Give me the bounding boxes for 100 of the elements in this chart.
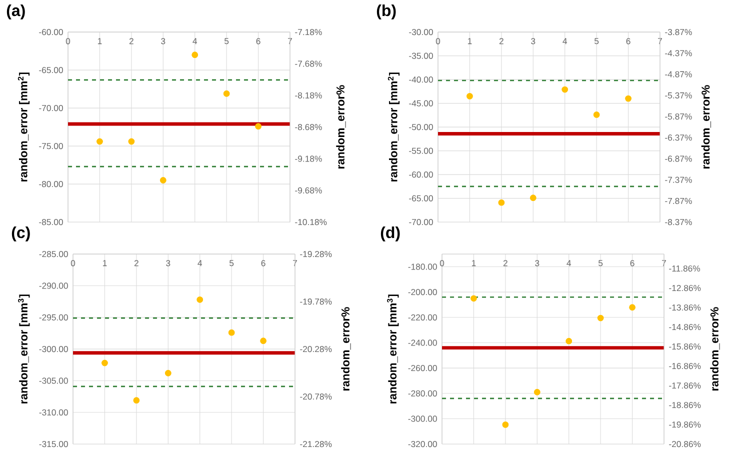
y-axis-title: random_error [mm$^{2}$] <box>18 72 30 182</box>
y2-tick-label: -8.68% <box>295 124 322 130</box>
y2-tick-label: -9.68% <box>295 187 322 194</box>
y-axis-title: random_error [mm$^{3}$] <box>387 294 399 404</box>
y-tick-label: -285.00 <box>39 250 68 258</box>
y2-tick-label: -20.28% <box>300 346 332 352</box>
x-tick-label: 7 <box>293 260 297 266</box>
point <box>530 194 536 202</box>
point <box>470 295 477 302</box>
x-tick-label: 1 <box>102 260 107 266</box>
y-tick-label: -180.00 <box>408 264 437 270</box>
x-tick-label: 6 <box>261 260 266 266</box>
y2-tick-label: -9.18% <box>295 156 322 162</box>
point <box>562 86 568 93</box>
x-tick-label: 2 <box>503 260 508 266</box>
y-tick-label: -45.00 <box>409 100 433 106</box>
y-tick-label: -35.00 <box>409 52 433 59</box>
point <box>260 338 266 344</box>
y-tick-label: -240.00 <box>408 340 437 346</box>
y-tick-label: -300.00 <box>39 346 68 352</box>
y2-tick-label: -18.86% <box>669 402 701 408</box>
y-tick-label: -30.00 <box>409 28 433 36</box>
point <box>498 199 505 206</box>
point <box>128 138 135 145</box>
y-tick-label: -80.00 <box>39 180 63 188</box>
x-tick-label: 4 <box>198 260 202 266</box>
y-tick-label: -50.00 <box>409 124 433 130</box>
y2-tick-label: -8.18% <box>295 92 322 98</box>
y-tick-label: -260.00 <box>408 364 437 372</box>
x-tick-label: 5 <box>598 260 603 266</box>
point <box>133 397 140 404</box>
y2-tick-label: -14.86% <box>669 324 701 330</box>
x-tick-label: 1 <box>98 38 102 44</box>
y2-tick-label: -20.78% <box>300 393 332 400</box>
x-tick-label: 7 <box>288 38 292 44</box>
x-tick-label: 2 <box>499 38 504 44</box>
chart-title: (c) <box>12 226 30 242</box>
y-tick-label: -315.00 <box>39 440 68 448</box>
y2-tick-label: -19.86% <box>669 421 701 428</box>
point <box>223 90 230 97</box>
y-tick-label: -75.00 <box>39 142 63 150</box>
x-tick-label: 6 <box>256 38 260 44</box>
y-tick-label: -300.00 <box>408 416 437 422</box>
y-axis-title: random_error [mm$^{2}$] <box>388 72 400 182</box>
y-tick-label: -295.00 <box>39 314 68 320</box>
y-tick-label: -220.00 <box>408 314 437 320</box>
y-tick-label: -65.00 <box>39 66 63 74</box>
chart-title: (b) <box>376 4 396 20</box>
point <box>96 138 103 145</box>
y2-tick-label: -8.37% <box>665 218 692 226</box>
point <box>466 92 473 100</box>
y-tick-label: -320.00 <box>408 440 437 448</box>
y2-tick-label: -17.86% <box>669 382 701 389</box>
x-tick-label: 0 <box>66 38 70 44</box>
point <box>228 329 235 336</box>
y2-tick-label: -5.37% <box>665 92 692 98</box>
y2-tick-label: -19.28% <box>300 250 332 258</box>
y2-tick-label: -13.86% <box>669 304 701 311</box>
y-tick-label: -60.00 <box>409 171 433 178</box>
y2-tick-label: -4.87% <box>665 71 692 78</box>
y2-tick-label: -7.18% <box>295 28 322 36</box>
y2-tick-label: -5.87% <box>665 113 692 120</box>
x-tick-label: 4 <box>562 38 568 44</box>
x-tick-label: 7 <box>658 38 662 44</box>
y2-tick-label: -3.87% <box>665 28 692 36</box>
y-tick-label: -305.00 <box>39 378 68 384</box>
point <box>534 388 540 396</box>
y-tick-label: -70.00 <box>39 104 63 112</box>
x-tick-label: 3 <box>161 38 166 44</box>
y2-tick-label: -15.86% <box>669 343 701 350</box>
y-tick-label: -200.00 <box>408 288 437 296</box>
y-tick-label: -40.00 <box>409 76 433 83</box>
point <box>566 338 572 344</box>
chart-title: (a) <box>6 4 25 20</box>
point <box>102 360 108 366</box>
point <box>502 421 509 428</box>
y-axis-title: random_error [mm$^{3}$] <box>18 294 30 404</box>
point <box>255 123 262 130</box>
x-tick-label: 3 <box>166 260 170 266</box>
y2-tick-label: -19.78% <box>300 298 332 305</box>
point <box>625 95 632 102</box>
y2-tick-label: -7.68% <box>295 60 322 67</box>
y-tick-label: -290.00 <box>39 282 68 289</box>
y2-tick-label: -11.86% <box>669 265 700 272</box>
y2-tick-label: -6.87% <box>665 156 692 162</box>
x-tick-label: 7 <box>662 260 666 266</box>
y-tick-label: -85.00 <box>39 218 63 226</box>
y2-tick-label: -21.28% <box>300 440 332 448</box>
y2-tick-label: -20.86% <box>669 440 701 448</box>
point <box>192 52 198 58</box>
point <box>160 177 166 184</box>
y2-axis-title: random_error% <box>341 307 351 390</box>
y2-tick-label: -12.86% <box>669 284 701 292</box>
x-tick-label: 3 <box>535 260 540 266</box>
y2-axis-title: random_error% <box>336 85 346 168</box>
x-tick-label: 1 <box>472 260 476 266</box>
point <box>597 314 604 322</box>
y2-tick-label: -4.37% <box>665 50 692 56</box>
y2-tick-label: -10.18% <box>295 218 327 226</box>
x-tick-label: 0 <box>70 260 76 266</box>
